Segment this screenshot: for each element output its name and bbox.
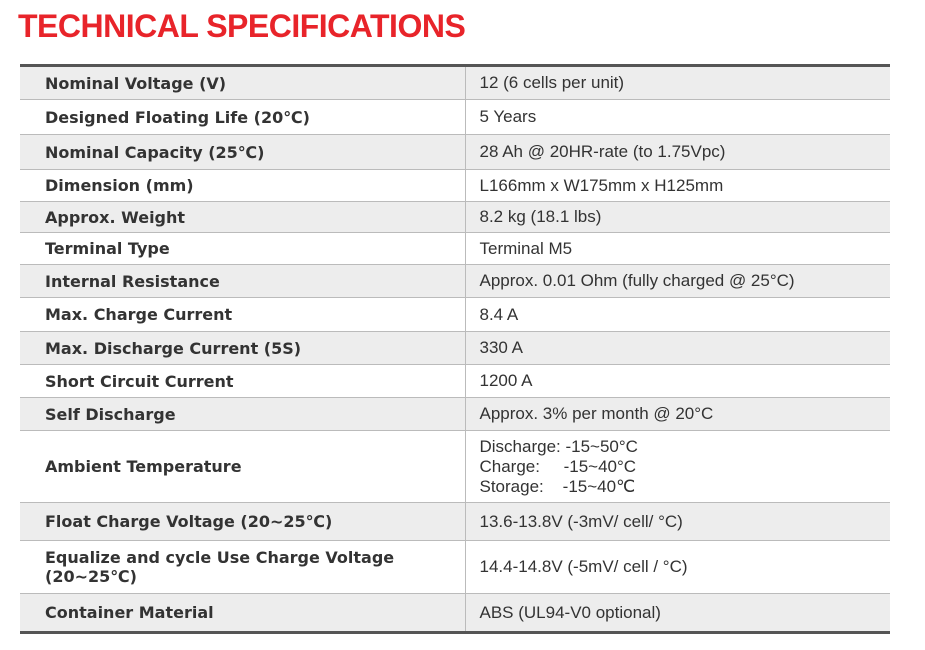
spec-row: Max. Discharge Current (5S) 330 A [20, 331, 890, 365]
spec-table: Nominal Voltage (V) 12 (6 cells per unit)… [20, 64, 890, 634]
spec-row: Max. Charge Current 8.4 A [20, 297, 890, 332]
spec-value: Approx. 3% per month @ 20°C [479, 404, 714, 423]
spec-label: Dimension (mm) [45, 176, 194, 195]
spec-value-cell: 13.6-13.8V (-3mV/ cell/ °C) [465, 502, 890, 541]
spec-label: Nominal Voltage (V) [45, 73, 227, 93]
spec-value-cell: Discharge: -15~50°C Charge: -15~40°C Stora… [465, 430, 890, 503]
spec-row: Float Charge Voltage (20~25℃) 13.6-13.8V … [20, 502, 890, 541]
spec-value-cell: 5 Years [465, 99, 890, 135]
spec-value-cell: 8.2 kg (18.1 lbs) [465, 201, 890, 233]
spec-label: Nominal Capacity (25℃) [45, 142, 265, 162]
spec-label-cell: Dimension (mm) [20, 169, 466, 202]
spec-value: 5 Years [479, 107, 537, 126]
spec-label: Max. Charge Current [45, 305, 233, 324]
spec-label: Short Circuit Current [45, 371, 234, 391]
spec-label: Internal Resistance [45, 271, 220, 291]
spec-row: Equalize and cycle Use Charge Voltage (2… [20, 540, 890, 594]
spec-row: Nominal Capacity (25℃) 28 Ah @ 20HR-rate … [20, 134, 890, 170]
spec-label: Designed Floating Life (20℃) [45, 107, 310, 127]
spec-label-cell: Self Discharge [20, 397, 466, 431]
spec-value-cell: 12 (6 cells per unit) [465, 65, 890, 100]
spec-label: Ambient Temperature [45, 457, 242, 476]
spec-label-cell: Nominal Voltage (V) [20, 65, 466, 100]
spec-value-cell: 28 Ah @ 20HR-rate (to 1.75Vpc) [465, 134, 890, 170]
spec-label-cell: Max. Charge Current [20, 297, 466, 332]
spec-label-cell: Ambient Temperature [20, 430, 466, 503]
spec-row: Short Circuit Current 1200 A [20, 364, 890, 398]
spec-label: Container Material [45, 603, 214, 622]
spec-label-cell: Equalize and cycle Use Charge Voltage (2… [20, 540, 466, 594]
title: TECHNICAL SPECIFICATIONS [18, 8, 466, 44]
spec-label-cell: Approx. Weight [20, 201, 466, 233]
spec-value-cell: 1200 A [465, 364, 890, 398]
spec-label-cell: Terminal Type [20, 232, 466, 265]
spec-value-cell: 8.4 A [465, 297, 890, 332]
spec-label-cell: Float Charge Voltage (20~25℃) [20, 502, 466, 541]
spec-value-cell: L166mm x W175mm x H125mm [465, 169, 890, 202]
spec-value: 14.4-14.8V (-5mV/ cell / °C) [479, 557, 688, 576]
spec-label: Self Discharge [45, 404, 176, 424]
spec-value: 28 Ah @ 20HR-rate (to 1.75Vpc) [479, 142, 726, 161]
spec-row: Approx. Weight 8.2 kg (18.1 lbs) [20, 201, 890, 233]
spec-label: Terminal Type [45, 239, 170, 258]
spec-value-line: Storage: -15~40℃ [479, 476, 636, 496]
spec-value-cell: 14.4-14.8V (-5mV/ cell / °C) [465, 540, 890, 594]
spec-row: Nominal Voltage (V) 12 (6 cells per unit) [20, 65, 890, 100]
spec-label-cell: Internal Resistance [20, 264, 466, 298]
spec-value-cell: ABS (UL94-V0 optional) [465, 593, 890, 633]
spec-label: Equalize and cycle Use Charge Voltage (2… [45, 548, 395, 586]
spec-value-line: Discharge: -15~50°C [479, 436, 638, 456]
spec-row: Container Material ABS (UL94-V0 optional) [20, 593, 890, 633]
spec-label: Max. Discharge Current (5S) [45, 338, 302, 358]
spec-label-cell: Short Circuit Current [20, 364, 466, 398]
spec-label: Float Charge Voltage (20~25℃) [45, 512, 333, 531]
spec-value: 8.4 A [479, 304, 519, 324]
spec-row: Designed Floating Life (20℃) 5 Years [20, 99, 890, 135]
spec-row: Self Discharge Approx. 3% per month @ 20°… [20, 397, 890, 431]
spec-value-cell: Approx. 3% per month @ 20°C [465, 397, 890, 431]
spec-value: Approx. 0.01 Ohm (fully charged @ 25°C) [479, 271, 795, 290]
spec-value: 1200 A [479, 371, 533, 390]
spec-value: 13.6-13.8V (-3mV/ cell/ °C) [479, 511, 683, 531]
spec-value: Terminal M5 [479, 238, 573, 258]
spec-value-cell: 330 A [465, 331, 890, 365]
spec-label: Approx. Weight [45, 207, 186, 227]
spec-value: 12 (6 cells per unit) [479, 73, 625, 92]
spec-value-line: Charge: -15~40°C [479, 456, 637, 476]
spec-value: 8.2 kg (18.1 lbs) [479, 207, 602, 226]
spec-label-cell: Designed Floating Life (20℃) [20, 99, 466, 135]
spec-value-cell: Terminal M5 [465, 232, 890, 265]
spec-value: 330 A [479, 338, 524, 357]
spec-row: Internal Resistance Approx. 0.01 Ohm (ful… [20, 264, 890, 298]
spec-value-cell: Approx. 0.01 Ohm (fully charged @ 25°C) [465, 264, 890, 298]
spec-row: Ambient Temperature Discharge: -15~50°C Ch… [20, 430, 890, 503]
spec-label-cell: Max. Discharge Current (5S) [20, 331, 466, 365]
spec-label-cell: Nominal Capacity (25℃) [20, 134, 466, 170]
spec-row: Terminal Type Terminal M5 [20, 232, 890, 265]
spec-value: ABS (UL94-V0 optional) [479, 602, 661, 622]
spec-row: Dimension (mm) L166mm x W175mm x H125mm [20, 169, 890, 202]
spec-value: L166mm x W175mm x H125mm [479, 175, 724, 195]
spec-label-cell: Container Material [20, 593, 466, 633]
